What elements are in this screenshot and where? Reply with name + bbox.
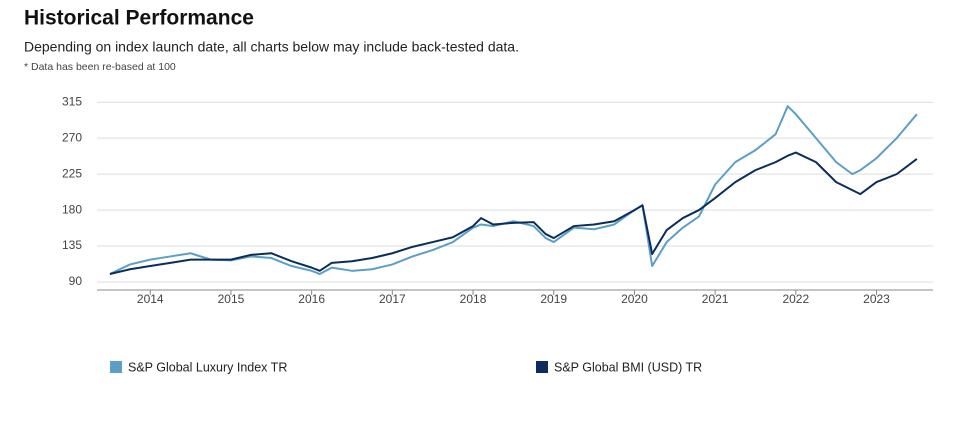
x-tick-label: 2014 bbox=[137, 292, 164, 306]
x-tick-label: 2018 bbox=[460, 292, 487, 306]
x-tick-label: 2023 bbox=[863, 292, 890, 306]
subtitle: Depending on index launch date, all char… bbox=[24, 39, 519, 55]
legend-label: S&P Global Luxury Index TR bbox=[128, 360, 287, 374]
x-tick-label: 2015 bbox=[218, 292, 245, 306]
legend-swatch bbox=[536, 361, 548, 373]
x-tick-label: 2016 bbox=[298, 292, 325, 306]
legend-label: S&P Global BMI (USD) TR bbox=[554, 360, 702, 374]
legend-swatch bbox=[110, 361, 122, 373]
y-tick-label: 90 bbox=[69, 274, 83, 288]
y-tick-label: 315 bbox=[62, 94, 82, 108]
y-tick-label: 225 bbox=[62, 166, 82, 180]
line-series bbox=[109, 105, 918, 276]
note: * Data has been re-based at 100 bbox=[24, 61, 176, 73]
y-tick-label: 180 bbox=[62, 202, 82, 216]
x-tick-label: 2017 bbox=[379, 292, 406, 306]
y-tick-label: 135 bbox=[62, 238, 82, 252]
x-tick-label: 2020 bbox=[621, 292, 648, 306]
title: Historical Performance bbox=[24, 7, 254, 30]
y-tick-label: 270 bbox=[62, 130, 82, 144]
x-tick-label: 2021 bbox=[702, 292, 729, 306]
x-tick-label: 2022 bbox=[782, 292, 809, 306]
x-tick-label: 2019 bbox=[540, 292, 567, 306]
line-series bbox=[109, 151, 918, 275]
